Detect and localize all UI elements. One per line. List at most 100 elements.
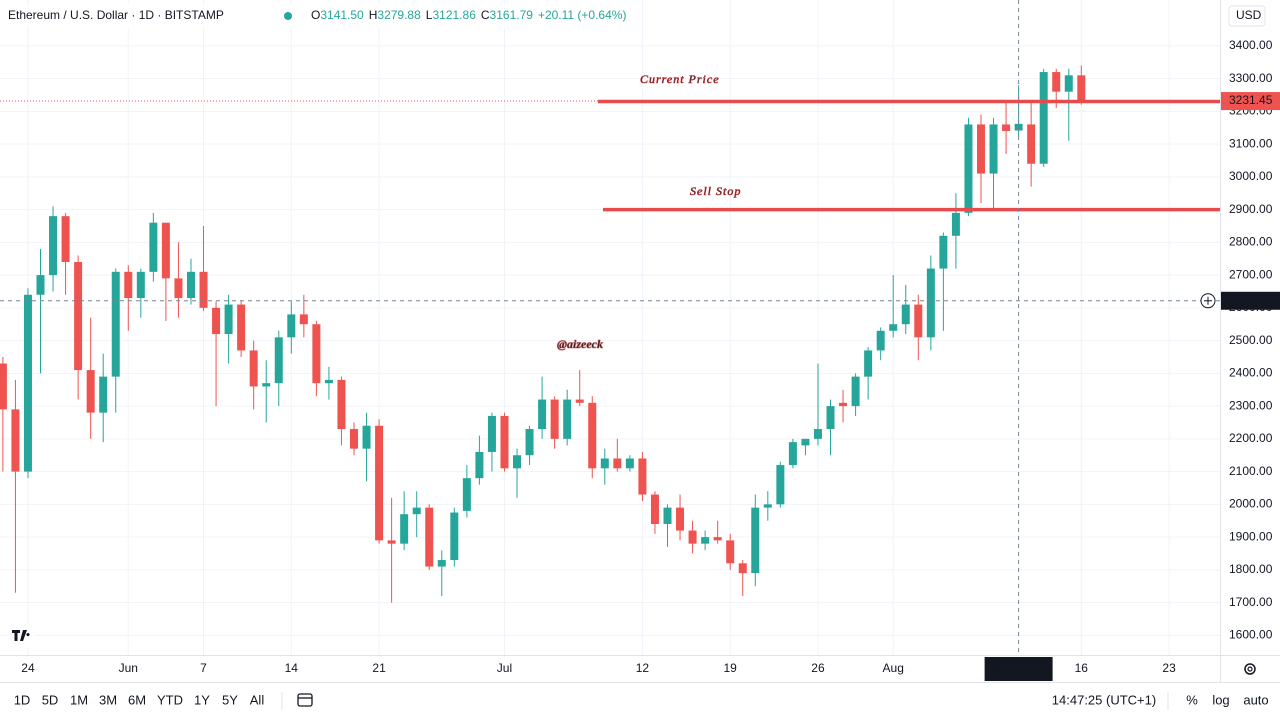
timeframe-button[interactable]: 5D — [42, 692, 59, 707]
settings-icon[interactable] — [1244, 663, 1256, 675]
candle-body — [299, 314, 308, 325]
timeframe-button[interactable]: 1Y — [194, 692, 210, 707]
ohlc-key: C — [481, 8, 490, 22]
timeframe-button[interactable]: 5Y — [222, 692, 238, 707]
timeframe-button[interactable]: YTD — [157, 692, 183, 707]
timeframe-button[interactable]: All — [250, 692, 265, 707]
candle-body — [701, 537, 710, 544]
candle-body — [939, 235, 948, 269]
candle-body — [713, 537, 722, 541]
ohlc-value: 3121.86 — [432, 8, 476, 22]
candle-body — [136, 271, 145, 299]
y-tick-label: 3400.00 — [1229, 38, 1273, 52]
candle-body — [600, 458, 609, 469]
candle-body — [212, 307, 221, 335]
gear-hub — [1247, 666, 1253, 672]
candle-body — [362, 425, 371, 449]
candle-body — [688, 530, 697, 544]
candle-body — [324, 379, 333, 384]
candle-body — [99, 376, 108, 413]
candle-body — [149, 222, 158, 272]
candle-body — [513, 455, 522, 469]
candle-body — [1002, 124, 1011, 131]
candle-body — [538, 399, 547, 430]
x-tick-label: 14 — [285, 661, 299, 675]
y-tick-label: 1800.00 — [1229, 562, 1273, 576]
ohlc-value: 3161.79 — [490, 8, 534, 22]
candle-body — [1027, 124, 1036, 164]
scale-option[interactable]: log — [1212, 692, 1229, 707]
candle-body — [400, 514, 409, 544]
candle-body — [813, 429, 822, 439]
candle-body — [161, 222, 170, 279]
candle-body — [676, 507, 685, 531]
candle-body — [462, 478, 471, 511]
candle-body — [224, 304, 233, 335]
x-tick-label: 23 — [1162, 661, 1176, 675]
y-tick-label: 3300.00 — [1229, 71, 1273, 85]
crosshair-date-label: 11 Aug '21 — [989, 661, 1048, 675]
market-status — [284, 12, 292, 20]
timeframe-button[interactable]: 1D — [14, 692, 31, 707]
x-tick-label: Jun — [119, 661, 138, 675]
candle-body — [186, 271, 195, 299]
candle-body — [851, 376, 860, 407]
candle-body — [738, 563, 747, 574]
candle-body — [450, 512, 459, 561]
ohlc-value: 3141.50 — [320, 8, 364, 22]
last-price-box — [1221, 92, 1280, 111]
candle-body — [726, 540, 735, 564]
overlay: Current Price Sell Stop @aizeeck — [0, 0, 1220, 655]
annotation-text: Current Price — [640, 72, 720, 86]
candle-body — [86, 370, 95, 413]
timeframe-button[interactable]: 1M — [70, 692, 88, 707]
candle-body — [375, 425, 384, 541]
candle-body — [487, 415, 496, 452]
logo-mark — [12, 630, 30, 641]
candle-body — [763, 504, 772, 508]
candle-body — [776, 465, 785, 505]
y-tick-label: 2900.00 — [1229, 202, 1273, 216]
candle-body — [588, 402, 597, 469]
scale-option[interactable]: % — [1186, 692, 1198, 707]
candle-body — [914, 304, 923, 338]
header-bg — [4, 4, 624, 28]
ohlc-legend: O3141.50 H3279.88 L3121.86 C3161.79 +20.11 (… — [311, 8, 626, 22]
candle-body — [349, 429, 358, 449]
ohlc-key: O — [311, 8, 320, 22]
candle-body — [638, 458, 647, 495]
candle-body — [199, 271, 208, 308]
x-tick-label: 26 — [811, 661, 825, 675]
x-tick-label: 7 — [200, 661, 207, 675]
change: +20.11 (+0.64%) — [538, 8, 627, 22]
last-price-label: 3231.45 — [1229, 93, 1273, 107]
y-tick-label: 3000.00 — [1229, 169, 1273, 183]
candle-body — [976, 124, 985, 174]
y-tick-label: 2500.00 — [1229, 333, 1273, 347]
y-tick-label: 3100.00 — [1229, 136, 1273, 150]
candle-body — [237, 304, 246, 351]
candle-body — [49, 216, 58, 276]
scale-option[interactable]: auto — [1243, 692, 1268, 707]
x-tick-label: 16 — [1075, 661, 1089, 675]
candle-body — [613, 458, 622, 469]
candle-body — [174, 278, 183, 299]
y-tick-label: 2000.00 — [1229, 497, 1273, 511]
candle-body — [1014, 123, 1023, 131]
currency-button[interactable] — [1228, 5, 1266, 27]
candle-body — [387, 540, 396, 544]
candle-body — [500, 415, 509, 469]
candle-body — [1064, 75, 1073, 92]
candle-body — [788, 442, 797, 466]
candle-body — [801, 438, 810, 446]
timeframe-button[interactable]: 6M — [128, 692, 146, 707]
candle-body — [889, 324, 898, 331]
candle-body — [437, 560, 446, 567]
candle-body — [249, 350, 258, 387]
crosshair-add-plus — [1204, 296, 1212, 305]
date-range-icon[interactable] — [297, 693, 313, 707]
ohlc-key: L — [426, 8, 433, 22]
timeframe-button[interactable]: 3M — [99, 692, 117, 707]
candle-body — [525, 429, 534, 456]
